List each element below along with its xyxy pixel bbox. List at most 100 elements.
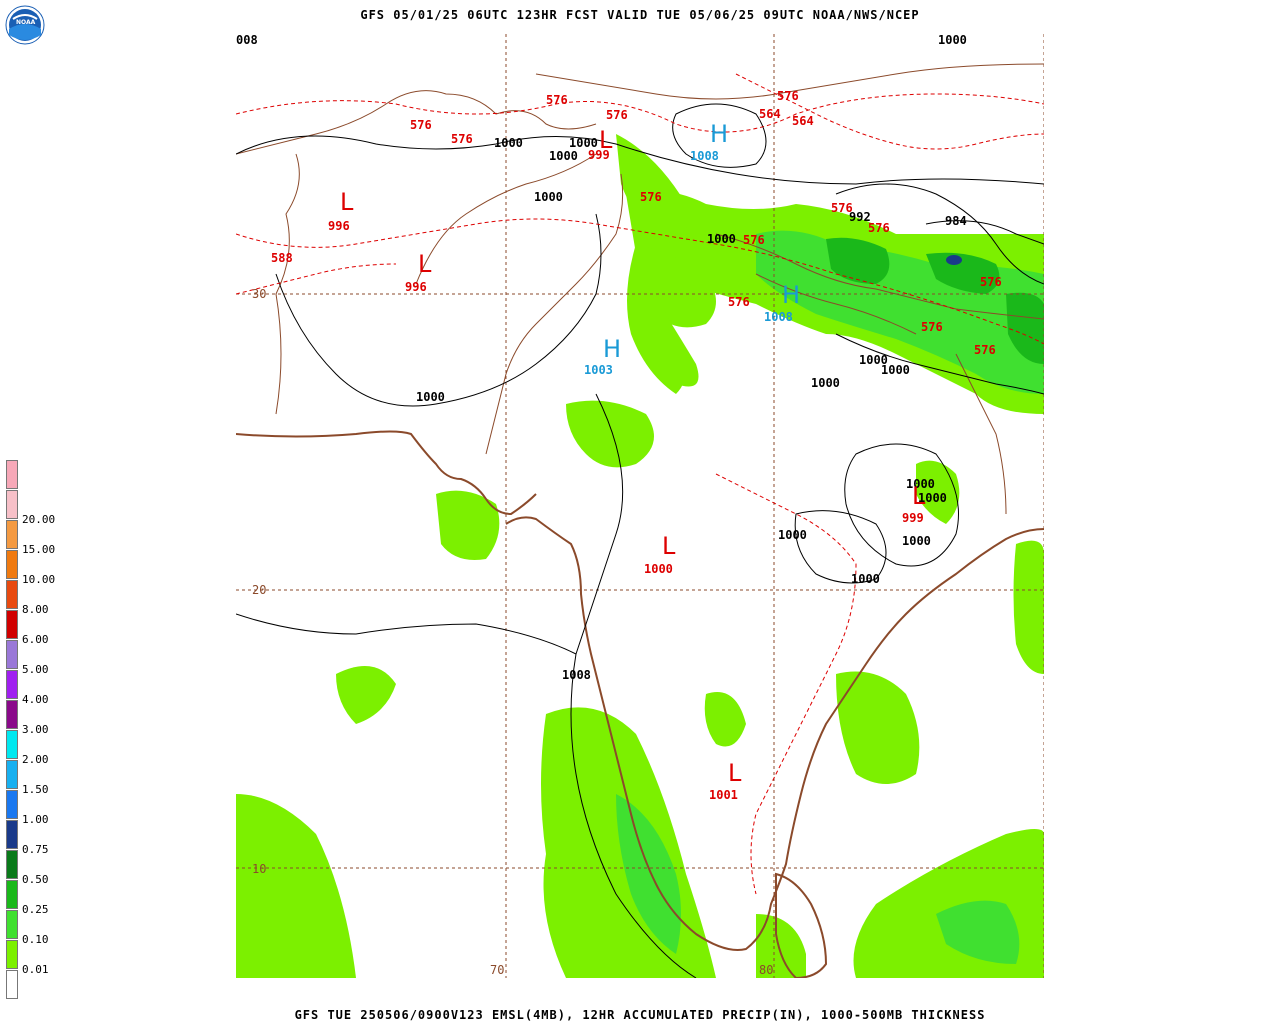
thickness-label: 576 (743, 233, 765, 247)
precip-area-gujarat (436, 490, 500, 560)
precip-shading-core (826, 237, 1044, 364)
noaa-logo-text: NOAA (16, 19, 36, 26)
precip-area-south (704, 692, 746, 747)
legend-swatch (6, 550, 18, 579)
legend-swatch (6, 700, 18, 729)
isobar-label: 1000 (778, 528, 807, 542)
legend-label: 4.00 (22, 693, 49, 706)
isobar-label: 1000 (416, 390, 445, 404)
lat-lon-grid (236, 34, 1044, 978)
high-pressure-value: 1008 (690, 149, 719, 163)
precip-area-bay (1013, 540, 1044, 674)
legend-label: 15.00 (22, 543, 56, 556)
precip-peak (946, 255, 962, 265)
low-pressure-symbol: L (599, 126, 613, 154)
isobar-1000-bengal (794, 510, 887, 584)
thickness-576-south (715, 473, 857, 895)
thickness-contours (236, 73, 1044, 895)
thickness-label: 588 (271, 251, 293, 265)
low-pressure-value: 999 (588, 148, 610, 162)
high-pressure-value: 1003 (584, 363, 613, 377)
thickness-588 (236, 263, 397, 295)
isobar-label: 1000 (902, 534, 931, 548)
thickness-576-north (236, 93, 1044, 133)
low-pressure-symbol: L (662, 532, 676, 560)
precip-area-sw-sea (236, 794, 356, 978)
legend-swatch (6, 490, 18, 519)
precip-area-rajasthan (646, 284, 699, 387)
legend-label: 20.00 (22, 513, 56, 526)
legend-swatch (6, 790, 18, 819)
isobar-label: 1000 (881, 363, 910, 377)
isobar-label: 1000 (549, 149, 578, 163)
legend-swatch (6, 880, 18, 909)
isobar-1000-west (275, 213, 602, 407)
isobar-label: 1000 (938, 34, 967, 47)
thickness-label: 576 (831, 201, 853, 215)
border-pak-india (485, 173, 624, 455)
isobar-label: 984 (945, 214, 967, 228)
isobar-1008-circle (672, 103, 767, 168)
low-pressure-value: 1001 (709, 788, 738, 802)
precip-max-east (926, 252, 1000, 294)
lat-label-10: 10 (252, 862, 267, 876)
lat-label-30: 30 (252, 287, 267, 301)
precip-max-northeast (1006, 292, 1044, 364)
border-west (236, 90, 597, 155)
legend-label: 0.10 (22, 933, 49, 946)
legend-swatch (6, 670, 18, 699)
thickness-564 (735, 73, 1044, 150)
low-pressure-value: 996 (328, 219, 350, 233)
legend-label: 5.00 (22, 663, 49, 676)
legend-label: 10.00 (22, 573, 56, 586)
legend-swatch (6, 760, 18, 789)
precip-area-west-sea (336, 666, 396, 724)
high-pressure-symbol: H (710, 120, 729, 148)
legend-swatch (6, 520, 18, 549)
legend-swatch (6, 580, 18, 609)
thickness-label: 576 (868, 221, 890, 235)
isobar-label: 1000 (859, 353, 888, 367)
isobar-label: 1000 (918, 491, 947, 505)
legend-label: 0.75 (22, 843, 49, 856)
thickness-label: 564 (792, 114, 814, 128)
noaa-logo-icon: NOAA (5, 5, 45, 45)
high-pressure-symbol: H (603, 335, 622, 363)
legend-label: 1.00 (22, 813, 49, 826)
isobar-label: 1008 (562, 668, 591, 682)
isobar-984 (925, 220, 1044, 245)
thickness-label: 576 (606, 108, 628, 122)
legend-swatch (6, 460, 18, 489)
isobar-label: 1000 (569, 136, 598, 150)
isobar-label: 1000 (494, 136, 523, 150)
thickness-label: 576 (921, 320, 943, 334)
low-pressure-value: 996 (405, 280, 427, 294)
legend-swatch (6, 730, 18, 759)
high-pressure-value: 1008 (764, 310, 793, 324)
low-pressure-symbol: L (728, 759, 742, 787)
thickness-label: 576 (640, 190, 662, 204)
isobar-label: 008 (236, 34, 258, 47)
low-pressure-symbol: L (418, 250, 432, 278)
legend-swatch (6, 640, 18, 669)
thickness-label: 576 (728, 295, 750, 309)
legend-label: 3.00 (22, 723, 49, 736)
map-canvas (236, 34, 1044, 978)
precip-max-himalaya (826, 237, 890, 284)
precip-area-east (916, 460, 960, 524)
thickness-576-mid (236, 218, 1044, 345)
legend-label: 0.01 (22, 963, 49, 976)
thickness-label: 576 (410, 118, 432, 132)
thickness-label: 576 (451, 132, 473, 146)
low-pressure-symbol: L (912, 482, 926, 510)
border-afg (415, 153, 597, 285)
legend-label: 2.00 (22, 753, 49, 766)
coastline (236, 430, 1044, 978)
legend-swatch (6, 910, 18, 939)
map-footer: GFS TUE 250506/0900V123 EMSL(4MB), 12HR … (294, 1008, 986, 1022)
low-pressure-symbol: L (340, 188, 354, 216)
legend-label: 8.00 (22, 603, 49, 616)
forecast-map: 30 20 10 70 80 1000 1000 1000 1000 1000 … (236, 34, 1044, 978)
thickness-label: 576 (777, 89, 799, 103)
legend-swatch (6, 940, 18, 969)
